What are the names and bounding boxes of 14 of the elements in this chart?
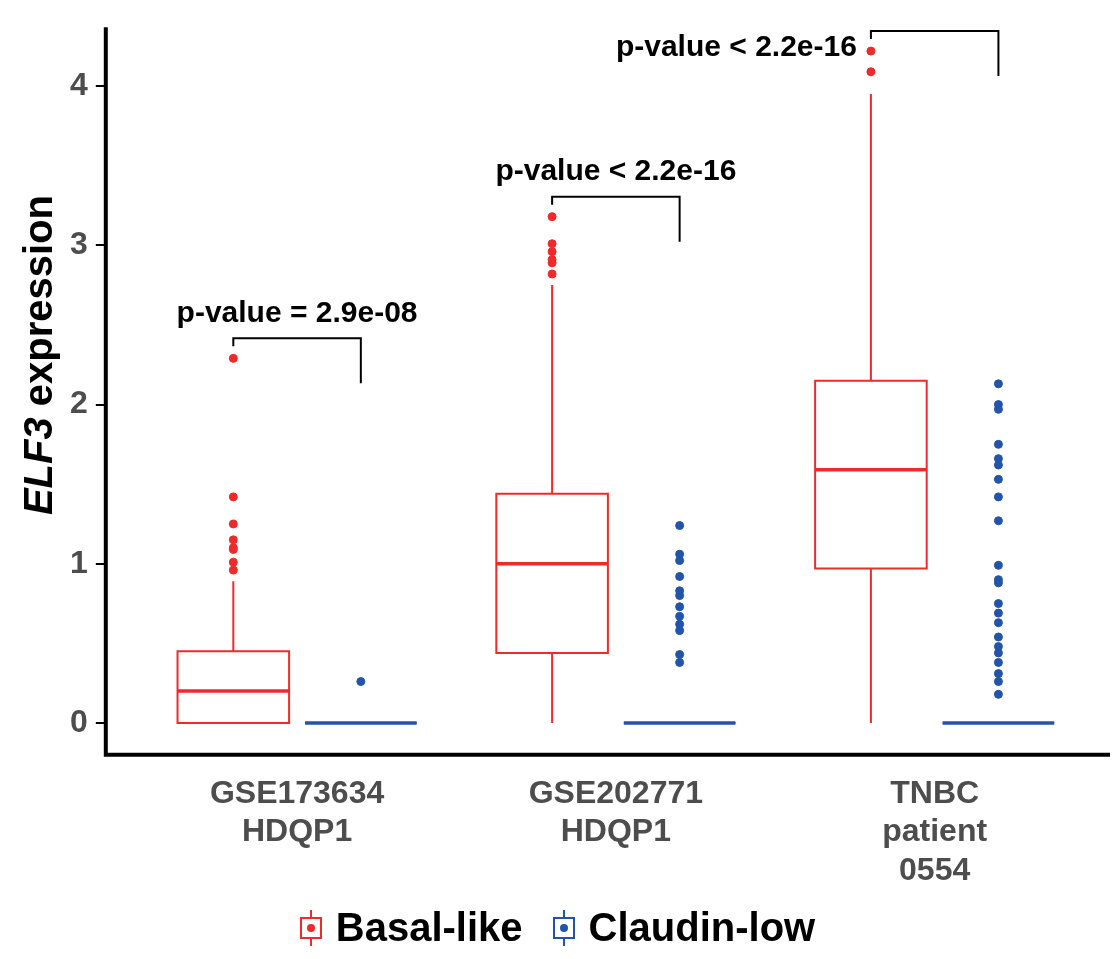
y-tick-label: 2 <box>70 384 88 421</box>
x-tick-label: GSE173634 HDQP1 <box>209 773 385 849</box>
x-tick-label: TNBC patient 0554 <box>882 773 988 887</box>
y-tick-label: 4 <box>70 65 88 102</box>
legend-label: Claudin-low <box>588 905 816 950</box>
legend-label: Basal-like <box>335 905 523 950</box>
annotation: p-value < 2.2e-16 <box>615 29 857 63</box>
y-tick-label: 3 <box>70 225 88 262</box>
y-tick-label: 0 <box>70 702 88 739</box>
annotation: p-value < 2.2e-16 <box>495 152 737 186</box>
annotation: p-value = 2.9e-08 <box>176 294 418 328</box>
y-axis-title: ELF3 expression <box>15 194 60 516</box>
y-tick-label: 1 <box>70 543 88 580</box>
x-tick-label: GSE202771 HDQP1 <box>528 773 704 849</box>
